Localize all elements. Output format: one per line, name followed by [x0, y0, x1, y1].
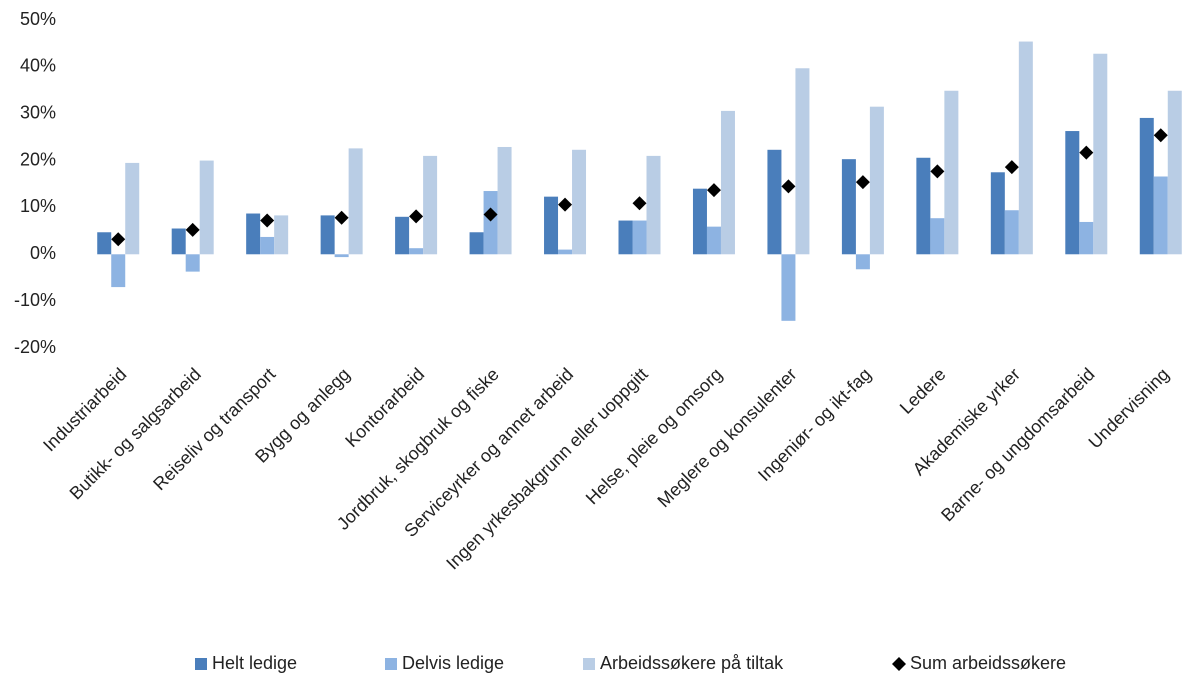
bar — [260, 236, 275, 255]
x-tick-label: Undervisning — [1085, 364, 1173, 452]
legend-label: Delvis ledige — [402, 653, 504, 673]
marker — [111, 232, 126, 247]
bar — [767, 149, 782, 255]
y-tick-label: 20% — [20, 149, 56, 169]
bar — [916, 157, 931, 255]
bar — [348, 148, 363, 255]
marker — [483, 207, 498, 222]
bar — [1004, 210, 1019, 255]
legend-swatch — [195, 658, 207, 670]
bar — [483, 191, 498, 255]
bar — [395, 216, 410, 255]
legend-label: Sum arbeidssøkere — [910, 653, 1066, 673]
bar — [855, 254, 870, 270]
bar — [1153, 176, 1168, 255]
marker — [855, 175, 870, 190]
bar — [423, 155, 438, 255]
bar — [990, 172, 1005, 255]
marker — [632, 196, 647, 211]
marker — [334, 210, 349, 225]
bar — [632, 220, 647, 255]
bar — [869, 106, 884, 255]
legend-label: Helt ledige — [212, 653, 297, 673]
bar — [497, 146, 512, 255]
x-tick-label: Meglere og konsulenter — [653, 364, 800, 511]
bar — [706, 226, 721, 255]
bar — [97, 232, 112, 255]
bar — [618, 220, 633, 255]
marker — [1153, 128, 1168, 143]
x-tick-label: Barne- og ungdomsarbeid — [937, 364, 1098, 525]
x-tick-label: Butikk- og salgsarbeid — [66, 364, 205, 503]
bar — [558, 249, 573, 255]
bar — [1018, 41, 1033, 255]
y-tick-label: -20% — [14, 337, 56, 357]
bar — [720, 110, 735, 255]
y-tick-label: 10% — [20, 196, 56, 216]
y-tick-label: 40% — [20, 56, 56, 76]
bar — [409, 248, 424, 255]
bar — [1167, 90, 1182, 255]
legend-swatch — [583, 658, 595, 670]
bar — [930, 218, 945, 255]
marker — [185, 222, 200, 237]
y-tick-label: 50% — [20, 9, 56, 29]
bar — [1065, 131, 1080, 255]
bar — [944, 90, 959, 255]
bar — [841, 159, 856, 255]
bar — [334, 254, 349, 258]
y-tick-label: -10% — [14, 290, 56, 310]
y-tick-label: 0% — [30, 243, 56, 263]
bar — [469, 232, 484, 255]
x-tick-label: Reiseliv og transport — [149, 364, 279, 494]
bar — [125, 162, 140, 255]
bar — [544, 196, 559, 255]
bar — [795, 68, 810, 255]
bar — [781, 254, 796, 321]
bar — [246, 213, 261, 255]
marker — [558, 197, 573, 212]
bar — [1139, 117, 1154, 255]
x-tick-label: Ledere — [896, 364, 950, 418]
marker — [930, 164, 945, 179]
bar — [274, 215, 289, 255]
bar — [320, 215, 335, 255]
bar — [692, 188, 707, 255]
bar — [171, 228, 186, 255]
bar — [199, 160, 214, 255]
x-tick-label: Helse, pleie og omsorg — [582, 364, 726, 508]
marker — [1079, 145, 1094, 160]
bar — [1093, 53, 1108, 255]
marker — [706, 183, 721, 198]
legend-label: Arbeidssøkere på tiltak — [600, 653, 784, 673]
marker — [409, 209, 424, 224]
legend-swatch — [385, 658, 397, 670]
bar — [111, 254, 126, 288]
bar — [572, 149, 587, 255]
marker — [781, 179, 796, 194]
legend-marker — [892, 657, 906, 671]
bar — [1079, 221, 1094, 255]
bar — [646, 155, 661, 255]
marker — [1004, 160, 1019, 175]
y-tick-label: 30% — [20, 102, 56, 122]
bar — [185, 254, 200, 272]
marker — [260, 213, 275, 228]
